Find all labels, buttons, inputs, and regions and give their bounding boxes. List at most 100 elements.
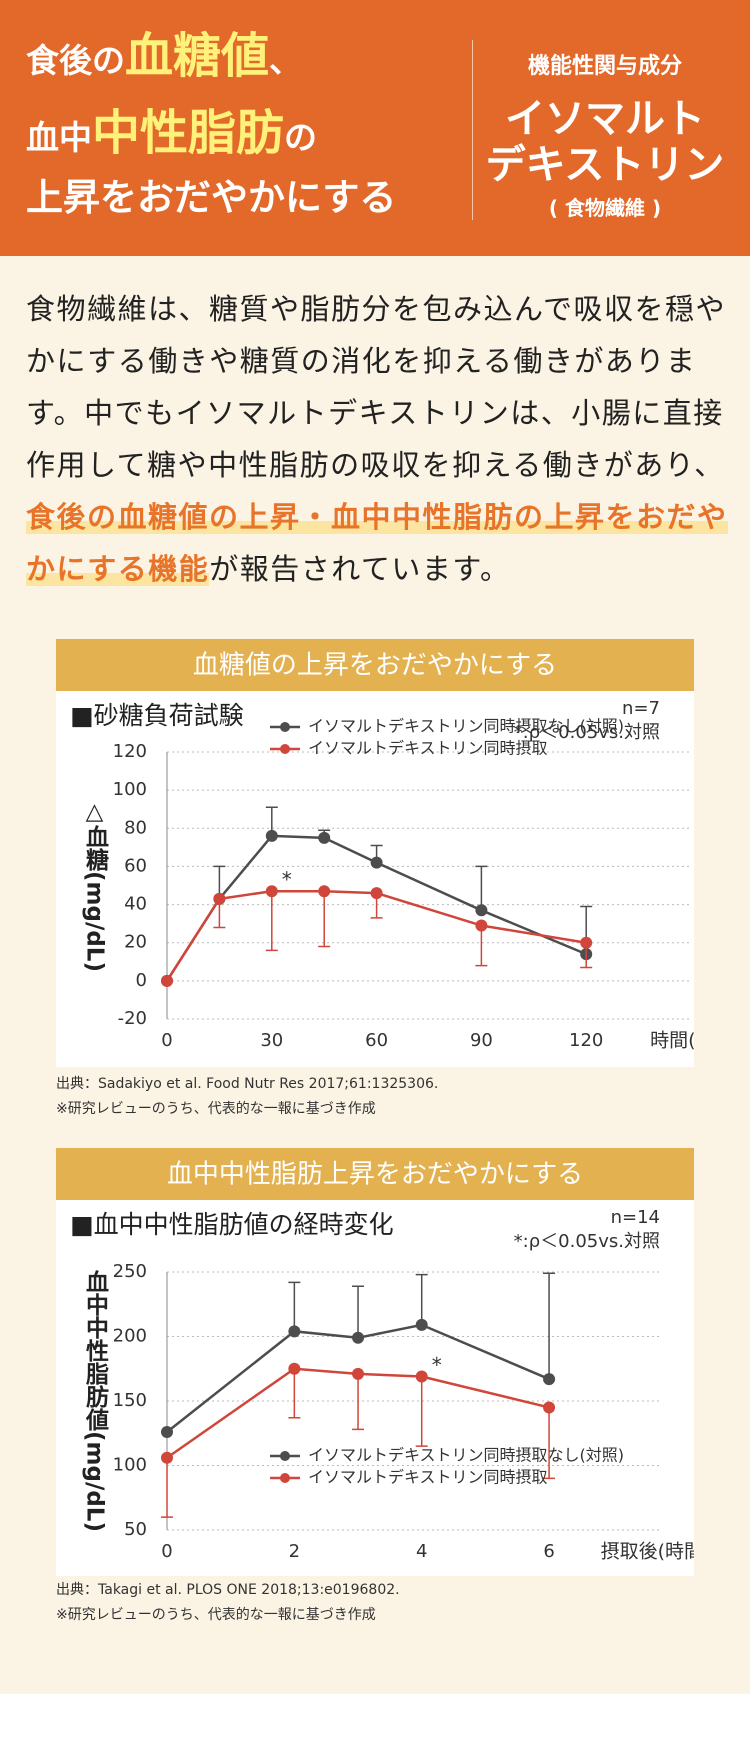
title-text: の <box>284 118 318 157</box>
y-tick-label: 100 <box>113 1455 147 1476</box>
text: が報告されています。 <box>209 552 511 586</box>
y-tick-label: 200 <box>113 1326 147 1347</box>
y-axis-label: 血中中性脂肪値(mg/dL) <box>82 1269 111 1532</box>
y-tick-label: 20 <box>124 932 147 953</box>
data-point <box>161 974 173 987</box>
title-emphasis: 血糖値 <box>125 28 270 84</box>
title-text: 食後の <box>26 41 125 80</box>
title-emphasis: 中性脂肪 <box>92 105 285 161</box>
data-point <box>352 1367 365 1380</box>
chart-frame <box>56 1148 694 1576</box>
chart-title: ■砂糖負荷試験 <box>70 701 244 730</box>
data-point <box>580 936 593 949</box>
x-tick-label: 4 <box>416 1541 427 1562</box>
data-point <box>415 1370 428 1383</box>
x-tick-label: 2 <box>289 1541 300 1562</box>
annotation: * <box>432 1353 442 1377</box>
error-bar <box>475 925 488 967</box>
error-bar <box>543 1407 556 1480</box>
error-bar <box>288 1368 301 1419</box>
data-point <box>352 1331 365 1344</box>
sample-size: n=14 <box>611 1207 660 1228</box>
title-line: 血中中性脂肪の <box>26 103 317 168</box>
sample-size: n=7 <box>622 698 660 719</box>
y-tick-label: 50 <box>124 1519 147 1540</box>
banner <box>56 639 694 691</box>
x-tick-label: 90 <box>470 1030 493 1051</box>
error-bar <box>475 865 488 911</box>
data-point <box>318 831 331 844</box>
source: 出典：Sadakiyo et al. Food Nutr Res 2017;61… <box>56 1076 439 1092</box>
title-line: 上昇をおだやかにする <box>26 168 396 228</box>
data-point <box>161 1451 173 1464</box>
y-axis-label: △血糖(mg/dL) <box>82 799 110 972</box>
x-tick-label: 6 <box>543 1541 554 1562</box>
legend-label: イソマルトデキストリン同時摂取なし(対照) <box>308 717 624 736</box>
y-tick-label: 60 <box>124 855 147 876</box>
significance: *:ρ＜0.05vs.対照 <box>514 722 660 743</box>
x-tick-label: 60 <box>365 1030 388 1051</box>
data-point <box>265 829 278 842</box>
x-axis-label: 時間(分) <box>650 1030 694 1052</box>
error-bar <box>352 1373 365 1431</box>
y-tick-label: 120 <box>113 741 147 762</box>
significance: *:ρ＜0.05vs.対照 <box>514 1231 660 1252</box>
error-bar <box>161 1457 173 1518</box>
data-point <box>370 856 383 869</box>
y-tick-label: 40 <box>124 894 147 915</box>
y-tick-label: 250 <box>113 1261 147 1282</box>
data-point <box>475 904 488 917</box>
x-tick-label: 0 <box>161 1541 172 1562</box>
banner-text: 血中中性脂肪上昇をおだやかにする <box>167 1160 583 1190</box>
y-tick-label: 0 <box>136 970 147 991</box>
x-axis-label: 摂取後(時間) <box>601 1541 694 1563</box>
error-bar <box>415 1376 428 1447</box>
data-point <box>288 1362 301 1375</box>
banner <box>56 1148 694 1200</box>
legend-label: イソマルトデキストリン同時摂取なし(対照) <box>308 1446 624 1465</box>
chart: 血中中性脂肪上昇をおだやかにする ■血中中性脂肪値の経時変化 n=14 *:ρ＜0.0… <box>56 1148 694 1576</box>
legend-marker <box>280 1473 290 1483</box>
data-point <box>213 892 226 905</box>
product-note: ( 食物繊維 ) <box>548 196 662 220</box>
header: 食後の血糖値、 血中中性脂肪の 上昇をおだやかにする 機能性関与成分 イソマルト… <box>0 0 750 256</box>
annotation: * <box>282 868 292 892</box>
error-bar <box>288 1281 301 1332</box>
footnote: ※研究レビューのうち、代表的な一報に基づき作成 <box>56 1607 376 1623</box>
data-point <box>370 887 383 900</box>
data-point <box>543 1401 556 1414</box>
footnote: ※研究レビューのうち、代表的な一報に基づき作成 <box>56 1101 376 1117</box>
chart-frame <box>56 639 694 1067</box>
legend-marker <box>280 744 290 754</box>
legend-marker <box>280 722 290 732</box>
y-tick-label: -20 <box>118 1008 147 1029</box>
data-point <box>288 1325 301 1338</box>
text: 食物繊維は、糖質や脂肪分を包み込んで吸収を穏やかにする働きや糖質の消化を抑える働… <box>26 292 727 482</box>
legend-label: イソマルトデキストリン同時摂取 <box>308 739 548 758</box>
divider <box>472 40 473 220</box>
error-bar <box>265 891 278 952</box>
y-tick-label: 100 <box>113 779 147 800</box>
error-bar <box>543 1272 556 1380</box>
data-point <box>475 919 488 932</box>
chart-title: ■血中中性脂肪値の経時変化 <box>70 1210 394 1239</box>
data-point <box>265 885 278 898</box>
data-point <box>161 1425 173 1438</box>
legend-marker <box>280 1451 290 1461</box>
error-bar <box>352 1285 365 1338</box>
title-text: 、 <box>269 41 303 80</box>
chart: 血糖値の上昇をおだやかにする ■砂糖負荷試験 n=7 *:ρ＜0.05vs.対照 △血糖… <box>56 639 694 1067</box>
banner-text: 血糖値の上昇をおだやかにする <box>193 651 557 681</box>
error-bar <box>415 1273 428 1325</box>
data-point <box>543 1373 556 1386</box>
data-point <box>415 1318 428 1331</box>
title-text: 上昇をおだやかにする <box>26 176 397 219</box>
x-tick-label: 30 <box>260 1030 283 1051</box>
legend-label: イソマルトデキストリン同時摂取 <box>308 1468 548 1487</box>
product-name: イソマルト <box>505 96 705 142</box>
product-label: 機能性関与成分 <box>527 54 682 79</box>
title-line: 食後の血糖値、 <box>26 26 302 91</box>
product-name: デキストリン <box>485 142 725 188</box>
title-text: 血中 <box>26 118 92 157</box>
